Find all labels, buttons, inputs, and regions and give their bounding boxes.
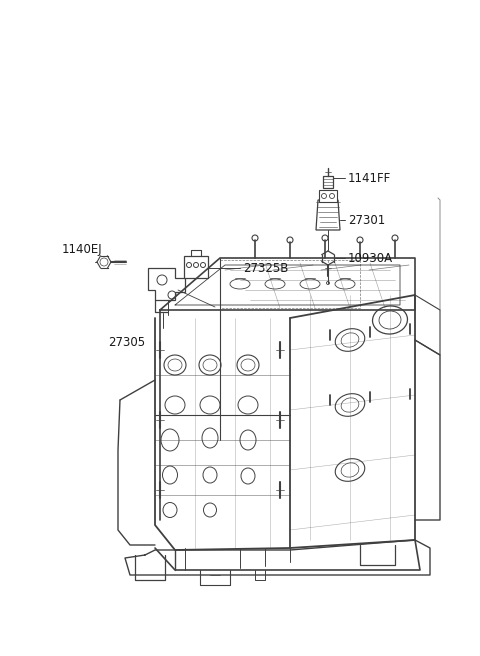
Text: 10930A: 10930A: [348, 251, 393, 264]
Text: 1140EJ: 1140EJ: [62, 243, 103, 256]
FancyBboxPatch shape: [323, 176, 333, 188]
FancyBboxPatch shape: [319, 190, 337, 202]
Text: 27301: 27301: [348, 213, 385, 226]
Text: 27305: 27305: [108, 336, 145, 349]
Text: 27325B: 27325B: [243, 262, 288, 274]
FancyBboxPatch shape: [184, 256, 208, 278]
Text: 1141FF: 1141FF: [348, 171, 391, 184]
